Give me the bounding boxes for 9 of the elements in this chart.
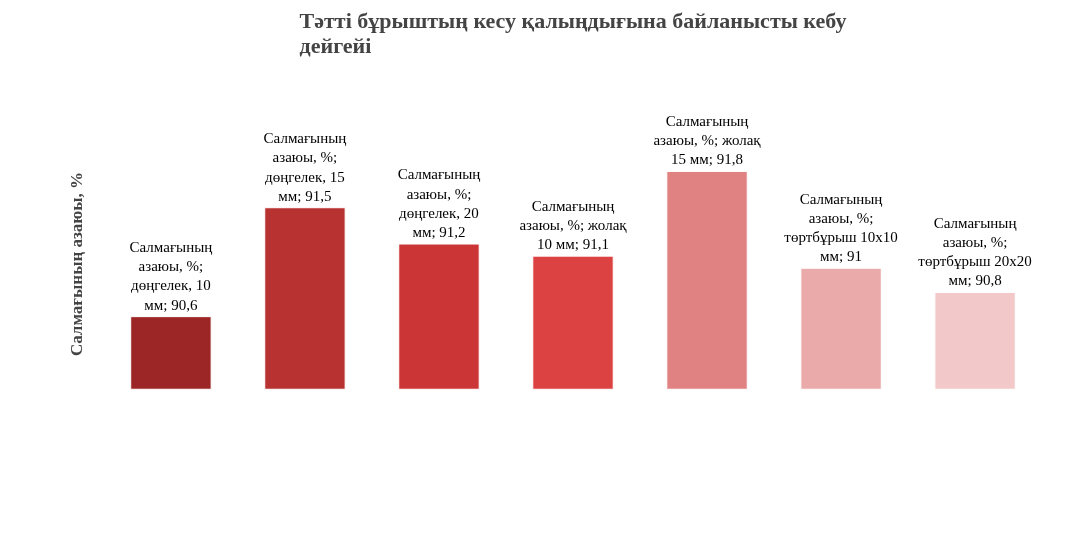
y-axis-title: Салмағының азаюы, %	[66, 171, 86, 357]
data-label: Салмағының азаюы, %; дөңгелек, 15 мм; 91,5	[263, 130, 347, 204]
chart-title: Тәтті бұрыштың кесу қалыңдығына байланысты кебу дейгейі	[299, 7, 847, 58]
data-label: Салмағының азаюы, %; төртбұрыш 20х20 мм; 90,8	[918, 214, 1032, 289]
data-label: Салмағының азаюы, %; дөңгелек, 20 мм; 91,2	[397, 166, 481, 241]
data-label: Салмағының азаюы, %; төртбұрыш 10х10 мм; 91	[784, 190, 898, 265]
data-label: Салмағының азаюы, %; жолақ 10 мм; 91,1	[519, 197, 628, 253]
data-label: Салмағының азаюы, %; дөңгелек, 10 мм; 90,6	[129, 239, 213, 313]
data-label: Салмағының азаюы, %; жолақ 15 мм; 91,8	[653, 113, 762, 168]
